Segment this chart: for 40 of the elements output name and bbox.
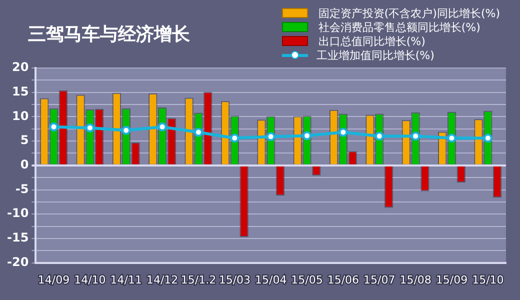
x-tick-label: 15/08 (400, 273, 432, 286)
x-tick-label: 14/12 (146, 273, 178, 286)
point (447, 134, 456, 143)
point (194, 128, 203, 137)
point (122, 126, 131, 135)
y-tick-label: 10 (12, 108, 29, 123)
x-tick-label: 15/04 (254, 273, 287, 286)
point (85, 123, 94, 132)
point (230, 134, 240, 143)
point (374, 132, 384, 141)
legend-label: 社会消费品零售总额同比增长(%) (318, 20, 480, 34)
point (49, 122, 58, 132)
chart-title: 三驾马车与经济增长 (28, 23, 190, 46)
x-tick-label: 15/03 (218, 273, 251, 286)
legend-label: 工业增加值同比增长(%) (316, 48, 434, 62)
x-tick-label: 15/05 (291, 273, 323, 286)
y-tick-label: -5 (15, 182, 29, 196)
x-tick-label: 14/11 (110, 273, 142, 286)
x-tick-label: 15/06 (327, 273, 360, 286)
legend-label: 固定资产投资(不含农户)同比增长(%) (318, 6, 500, 20)
point (338, 128, 348, 137)
y-tick-label: -10 (6, 206, 29, 220)
point (266, 132, 276, 142)
x-tick-label: 14/09 (38, 273, 70, 286)
legend-label: 出口总值同比增长(%) (318, 34, 426, 48)
x-tick-label: 14/10 (74, 273, 106, 286)
point (158, 122, 167, 132)
point (302, 131, 312, 140)
y-tick-label: -15 (6, 230, 29, 245)
x-tick-label: 15/09 (436, 273, 468, 286)
y-tick-label: 20 (12, 60, 29, 74)
y-tick-label: 0 (20, 158, 29, 172)
y-tick-label: 5 (20, 133, 29, 148)
point (411, 132, 420, 141)
y-tick-label: -20 (6, 254, 29, 269)
x-tick-label: 15/10 (472, 273, 504, 286)
point (483, 134, 492, 143)
y-tick-label: 15 (12, 84, 29, 98)
x-tick-label: 15/07 (364, 273, 396, 286)
x-tick-label: 15/1.2 (180, 273, 216, 286)
